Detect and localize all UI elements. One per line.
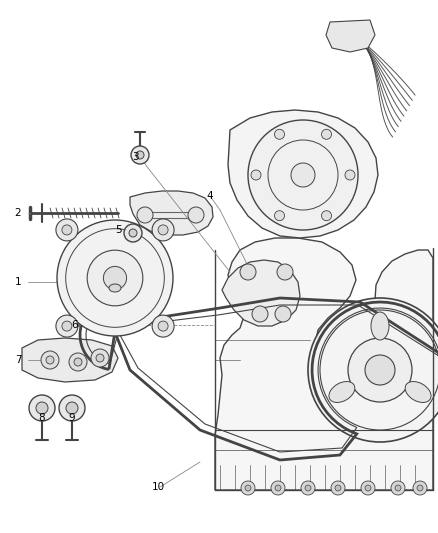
Circle shape xyxy=(301,481,315,495)
Circle shape xyxy=(152,219,174,241)
Circle shape xyxy=(391,481,405,495)
Circle shape xyxy=(29,395,55,421)
Text: 4: 4 xyxy=(207,191,213,201)
Circle shape xyxy=(56,219,78,241)
Circle shape xyxy=(59,395,85,421)
Circle shape xyxy=(46,356,54,364)
Circle shape xyxy=(252,306,268,322)
Ellipse shape xyxy=(329,382,355,402)
Circle shape xyxy=(321,130,332,139)
Circle shape xyxy=(131,146,149,164)
Circle shape xyxy=(361,481,375,495)
Circle shape xyxy=(345,170,355,180)
Polygon shape xyxy=(326,20,375,52)
Circle shape xyxy=(348,338,412,402)
Circle shape xyxy=(137,207,153,223)
Circle shape xyxy=(241,481,255,495)
Circle shape xyxy=(308,298,438,442)
Circle shape xyxy=(136,151,144,159)
Text: 2: 2 xyxy=(15,208,21,218)
Text: 8: 8 xyxy=(39,413,45,423)
Circle shape xyxy=(69,353,87,371)
Circle shape xyxy=(277,264,293,280)
Circle shape xyxy=(321,211,332,221)
Circle shape xyxy=(413,481,427,495)
Circle shape xyxy=(248,120,358,230)
Polygon shape xyxy=(228,110,378,238)
Circle shape xyxy=(87,250,143,306)
Circle shape xyxy=(331,481,345,495)
Text: 5: 5 xyxy=(116,225,122,235)
Circle shape xyxy=(275,211,285,221)
Circle shape xyxy=(158,321,168,331)
Circle shape xyxy=(365,355,395,385)
Circle shape xyxy=(188,207,204,223)
Polygon shape xyxy=(215,238,433,490)
Circle shape xyxy=(74,358,82,366)
Circle shape xyxy=(275,306,291,322)
Circle shape xyxy=(305,485,311,491)
Ellipse shape xyxy=(109,284,121,292)
Circle shape xyxy=(275,485,281,491)
Circle shape xyxy=(129,229,137,237)
Text: 6: 6 xyxy=(72,320,78,330)
Circle shape xyxy=(271,481,285,495)
Circle shape xyxy=(245,485,251,491)
Ellipse shape xyxy=(405,382,431,402)
Ellipse shape xyxy=(371,312,389,340)
Text: 3: 3 xyxy=(132,152,138,162)
Circle shape xyxy=(62,321,72,331)
Circle shape xyxy=(91,349,109,367)
Circle shape xyxy=(365,485,371,491)
Circle shape xyxy=(395,485,401,491)
Text: 9: 9 xyxy=(69,413,75,423)
Polygon shape xyxy=(130,191,213,235)
Circle shape xyxy=(103,266,127,289)
Circle shape xyxy=(36,402,48,414)
Text: 10: 10 xyxy=(152,482,165,492)
Circle shape xyxy=(57,220,173,336)
Circle shape xyxy=(124,224,142,242)
Circle shape xyxy=(417,485,423,491)
Circle shape xyxy=(152,315,174,337)
Circle shape xyxy=(275,130,285,139)
Circle shape xyxy=(66,402,78,414)
Text: 1: 1 xyxy=(15,277,21,287)
Circle shape xyxy=(251,170,261,180)
Circle shape xyxy=(335,485,341,491)
Circle shape xyxy=(291,163,315,187)
Circle shape xyxy=(158,225,168,235)
Text: 7: 7 xyxy=(15,355,21,365)
Polygon shape xyxy=(222,260,300,326)
Circle shape xyxy=(62,225,72,235)
Circle shape xyxy=(96,354,104,362)
Circle shape xyxy=(56,315,78,337)
Circle shape xyxy=(240,264,256,280)
Polygon shape xyxy=(22,338,118,382)
Circle shape xyxy=(41,351,59,369)
